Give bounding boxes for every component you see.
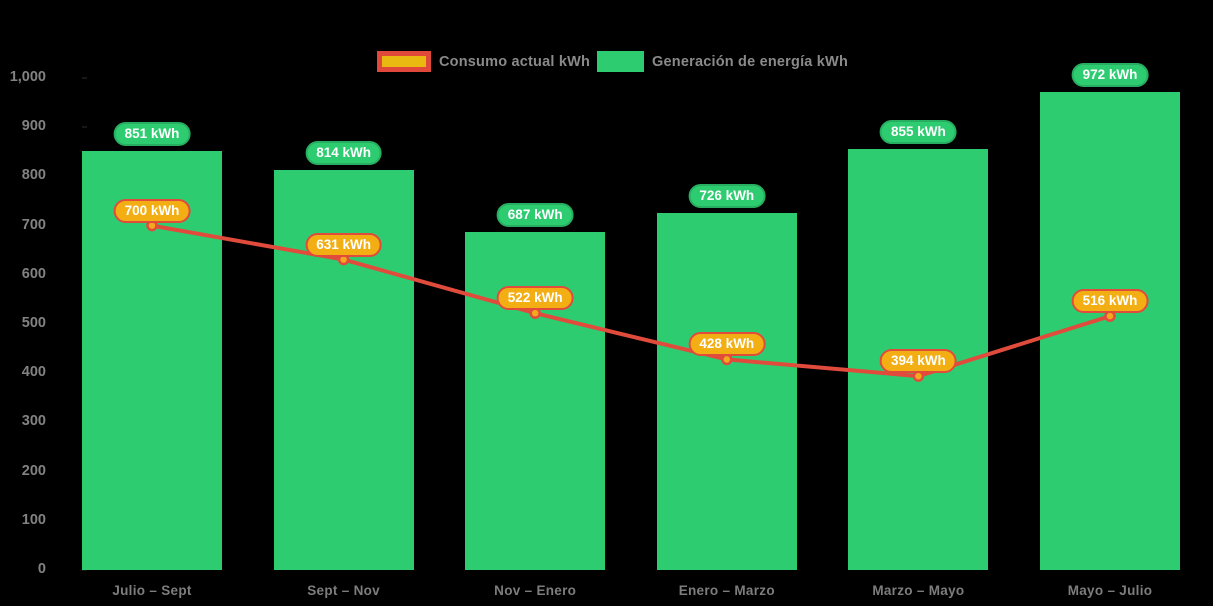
- x-axis-label: Enero – Marzo: [678, 583, 775, 598]
- y-axis-label: 100: [21, 511, 46, 528]
- x-axis-label: Mayo – Julio: [1067, 583, 1153, 598]
- y-axis-tick: [82, 77, 87, 79]
- y-axis-label: 700: [21, 216, 46, 233]
- bar-value-badge: 814 kWh: [305, 140, 382, 165]
- line-value-badge: 631 kWh: [305, 232, 382, 257]
- y-axis-label: 600: [21, 265, 46, 282]
- line-value-badge: 522 kWh: [496, 286, 574, 311]
- bar-value-badge: 687 kWh: [496, 202, 574, 227]
- y-axis-label: 800: [21, 167, 46, 184]
- bar-value-badge: 855 kWh: [880, 120, 957, 145]
- line-value-badge: 516 kWh: [1071, 289, 1149, 314]
- y-axis-label: 200: [21, 462, 46, 479]
- y-axis-tick: [82, 126, 87, 129]
- y-axis-label: 400: [21, 364, 46, 381]
- bar-Enero – Marzo[interactable]: [656, 212, 797, 570]
- legend: Consumo actual kWh Generación de energía…: [377, 51, 848, 72]
- bar-value-badge: 726 kWh: [688, 183, 766, 208]
- x-axis-label: Julio – Sept: [112, 583, 192, 598]
- y-axis-label: 1,000: [9, 69, 46, 85]
- legend-item-generacion-energia[interactable]: Generación de energía kWh: [597, 51, 848, 72]
- legend-label-consumo-actual: Consumo actual kWh: [439, 53, 591, 70]
- legend-label-generacion-energia: Generación de energía kWh: [652, 53, 849, 70]
- y-axis-label: 300: [21, 413, 46, 430]
- x-axis-label: Sept – Nov: [307, 583, 380, 598]
- y-axis-label: 0: [37, 561, 46, 577]
- legend-item-consumo-actual[interactable]: Consumo actual kWh: [377, 51, 590, 72]
- x-axis-label: Marzo – Mayo: [872, 583, 965, 598]
- bar-value-badge: 851 kWh: [113, 122, 191, 147]
- y-axis-tick: [82, 569, 87, 571]
- line-series-swatch-icon: [377, 51, 431, 72]
- y-axis-label: 500: [21, 315, 46, 331]
- line-value-badge: 428 kWh: [688, 332, 766, 357]
- x-axis-label: Nov – Enero: [494, 583, 577, 598]
- consumo-line-path: [151, 223, 1111, 379]
- bar-series-swatch-icon: [597, 51, 645, 72]
- y-axis-label: 900: [21, 118, 46, 135]
- line-value-badge: 394 kWh: [880, 349, 957, 374]
- line-value-badge: 700 kWh: [113, 198, 191, 223]
- bar-value-badge: 972 kWh: [1071, 62, 1149, 87]
